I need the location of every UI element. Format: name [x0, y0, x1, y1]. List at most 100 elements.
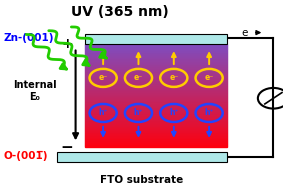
Text: e⁻: e⁻ [134, 73, 143, 82]
Bar [85, 104, 227, 105]
Bar [85, 144, 227, 145]
Text: e⁻: e⁻ [169, 73, 178, 82]
Bar [85, 122, 227, 123]
Bar [85, 125, 227, 126]
Bar [85, 127, 227, 128]
Bar [85, 102, 227, 103]
Bar [85, 77, 227, 78]
Bar [85, 86, 227, 87]
Bar [85, 93, 227, 94]
Bar [85, 55, 227, 56]
Bar [85, 138, 227, 139]
Bar [85, 110, 227, 111]
Bar [85, 72, 227, 73]
Bar [85, 137, 227, 138]
Text: FTO substrate: FTO substrate [100, 175, 184, 184]
Bar [85, 115, 227, 116]
Bar [85, 65, 227, 66]
Bar [85, 73, 227, 74]
Bar [85, 88, 227, 89]
Bar [85, 50, 227, 51]
Text: Internal
E₀: Internal E₀ [13, 80, 57, 101]
Bar [85, 91, 227, 92]
Bar [85, 143, 227, 144]
Bar [85, 98, 227, 99]
Bar [85, 139, 227, 140]
Bar [85, 126, 227, 127]
Bar [85, 118, 227, 119]
Bar [85, 128, 227, 129]
Bar [85, 99, 227, 100]
Bar [57, 152, 227, 162]
Bar [85, 101, 227, 102]
Bar [85, 59, 227, 60]
Bar [85, 136, 227, 137]
Bar [85, 116, 227, 117]
Bar [85, 78, 227, 79]
Bar [85, 95, 227, 96]
Bar [85, 62, 227, 63]
Text: h⁺: h⁺ [98, 108, 108, 118]
Bar [85, 114, 227, 115]
Bar [85, 74, 227, 75]
Bar [85, 107, 227, 108]
Bar [85, 132, 227, 133]
Bar [85, 84, 227, 85]
Bar [85, 63, 227, 64]
Bar [85, 70, 227, 71]
Bar [85, 124, 227, 125]
Text: Zn-(001): Zn-(001) [3, 33, 54, 43]
Bar [85, 117, 227, 118]
Bar [85, 129, 227, 130]
Bar [85, 66, 227, 67]
Bar [85, 61, 227, 62]
Bar [85, 87, 227, 88]
Bar [85, 64, 227, 65]
Bar [85, 103, 227, 104]
Bar [85, 47, 227, 48]
Bar [85, 68, 227, 69]
Bar [85, 130, 227, 131]
Bar [85, 119, 227, 120]
Bar [85, 79, 227, 80]
Bar [85, 51, 227, 52]
Text: UV (365 nm): UV (365 nm) [70, 5, 168, 19]
Bar [85, 57, 227, 58]
Bar [85, 146, 227, 147]
Bar [85, 53, 227, 54]
Bar [85, 76, 227, 77]
Bar [85, 46, 227, 47]
Bar [85, 85, 227, 86]
Bar [85, 54, 227, 55]
Bar [85, 45, 227, 46]
Text: h⁺: h⁺ [134, 108, 143, 118]
Bar [85, 97, 227, 98]
Bar [85, 58, 227, 59]
Bar [85, 69, 227, 70]
Bar [85, 108, 227, 109]
Bar [85, 142, 227, 143]
Bar [85, 111, 227, 112]
Bar [85, 48, 227, 49]
Bar [85, 56, 227, 57]
Bar [85, 134, 227, 135]
Text: O-(001̅): O-(001̅) [3, 151, 48, 161]
Bar [85, 89, 227, 90]
Bar [85, 80, 227, 81]
Text: h⁺: h⁺ [169, 108, 179, 118]
Bar [85, 140, 227, 141]
Bar [85, 135, 227, 136]
Bar [85, 100, 227, 101]
Bar [85, 52, 227, 53]
Bar [85, 113, 227, 114]
Bar [85, 33, 227, 44]
Bar [85, 112, 227, 113]
Bar [85, 81, 227, 82]
Text: +: + [61, 37, 73, 51]
Bar [85, 121, 227, 122]
Bar [85, 106, 227, 107]
Bar [85, 120, 227, 121]
Text: e: e [241, 28, 248, 38]
Bar [85, 49, 227, 50]
Bar [85, 60, 227, 61]
